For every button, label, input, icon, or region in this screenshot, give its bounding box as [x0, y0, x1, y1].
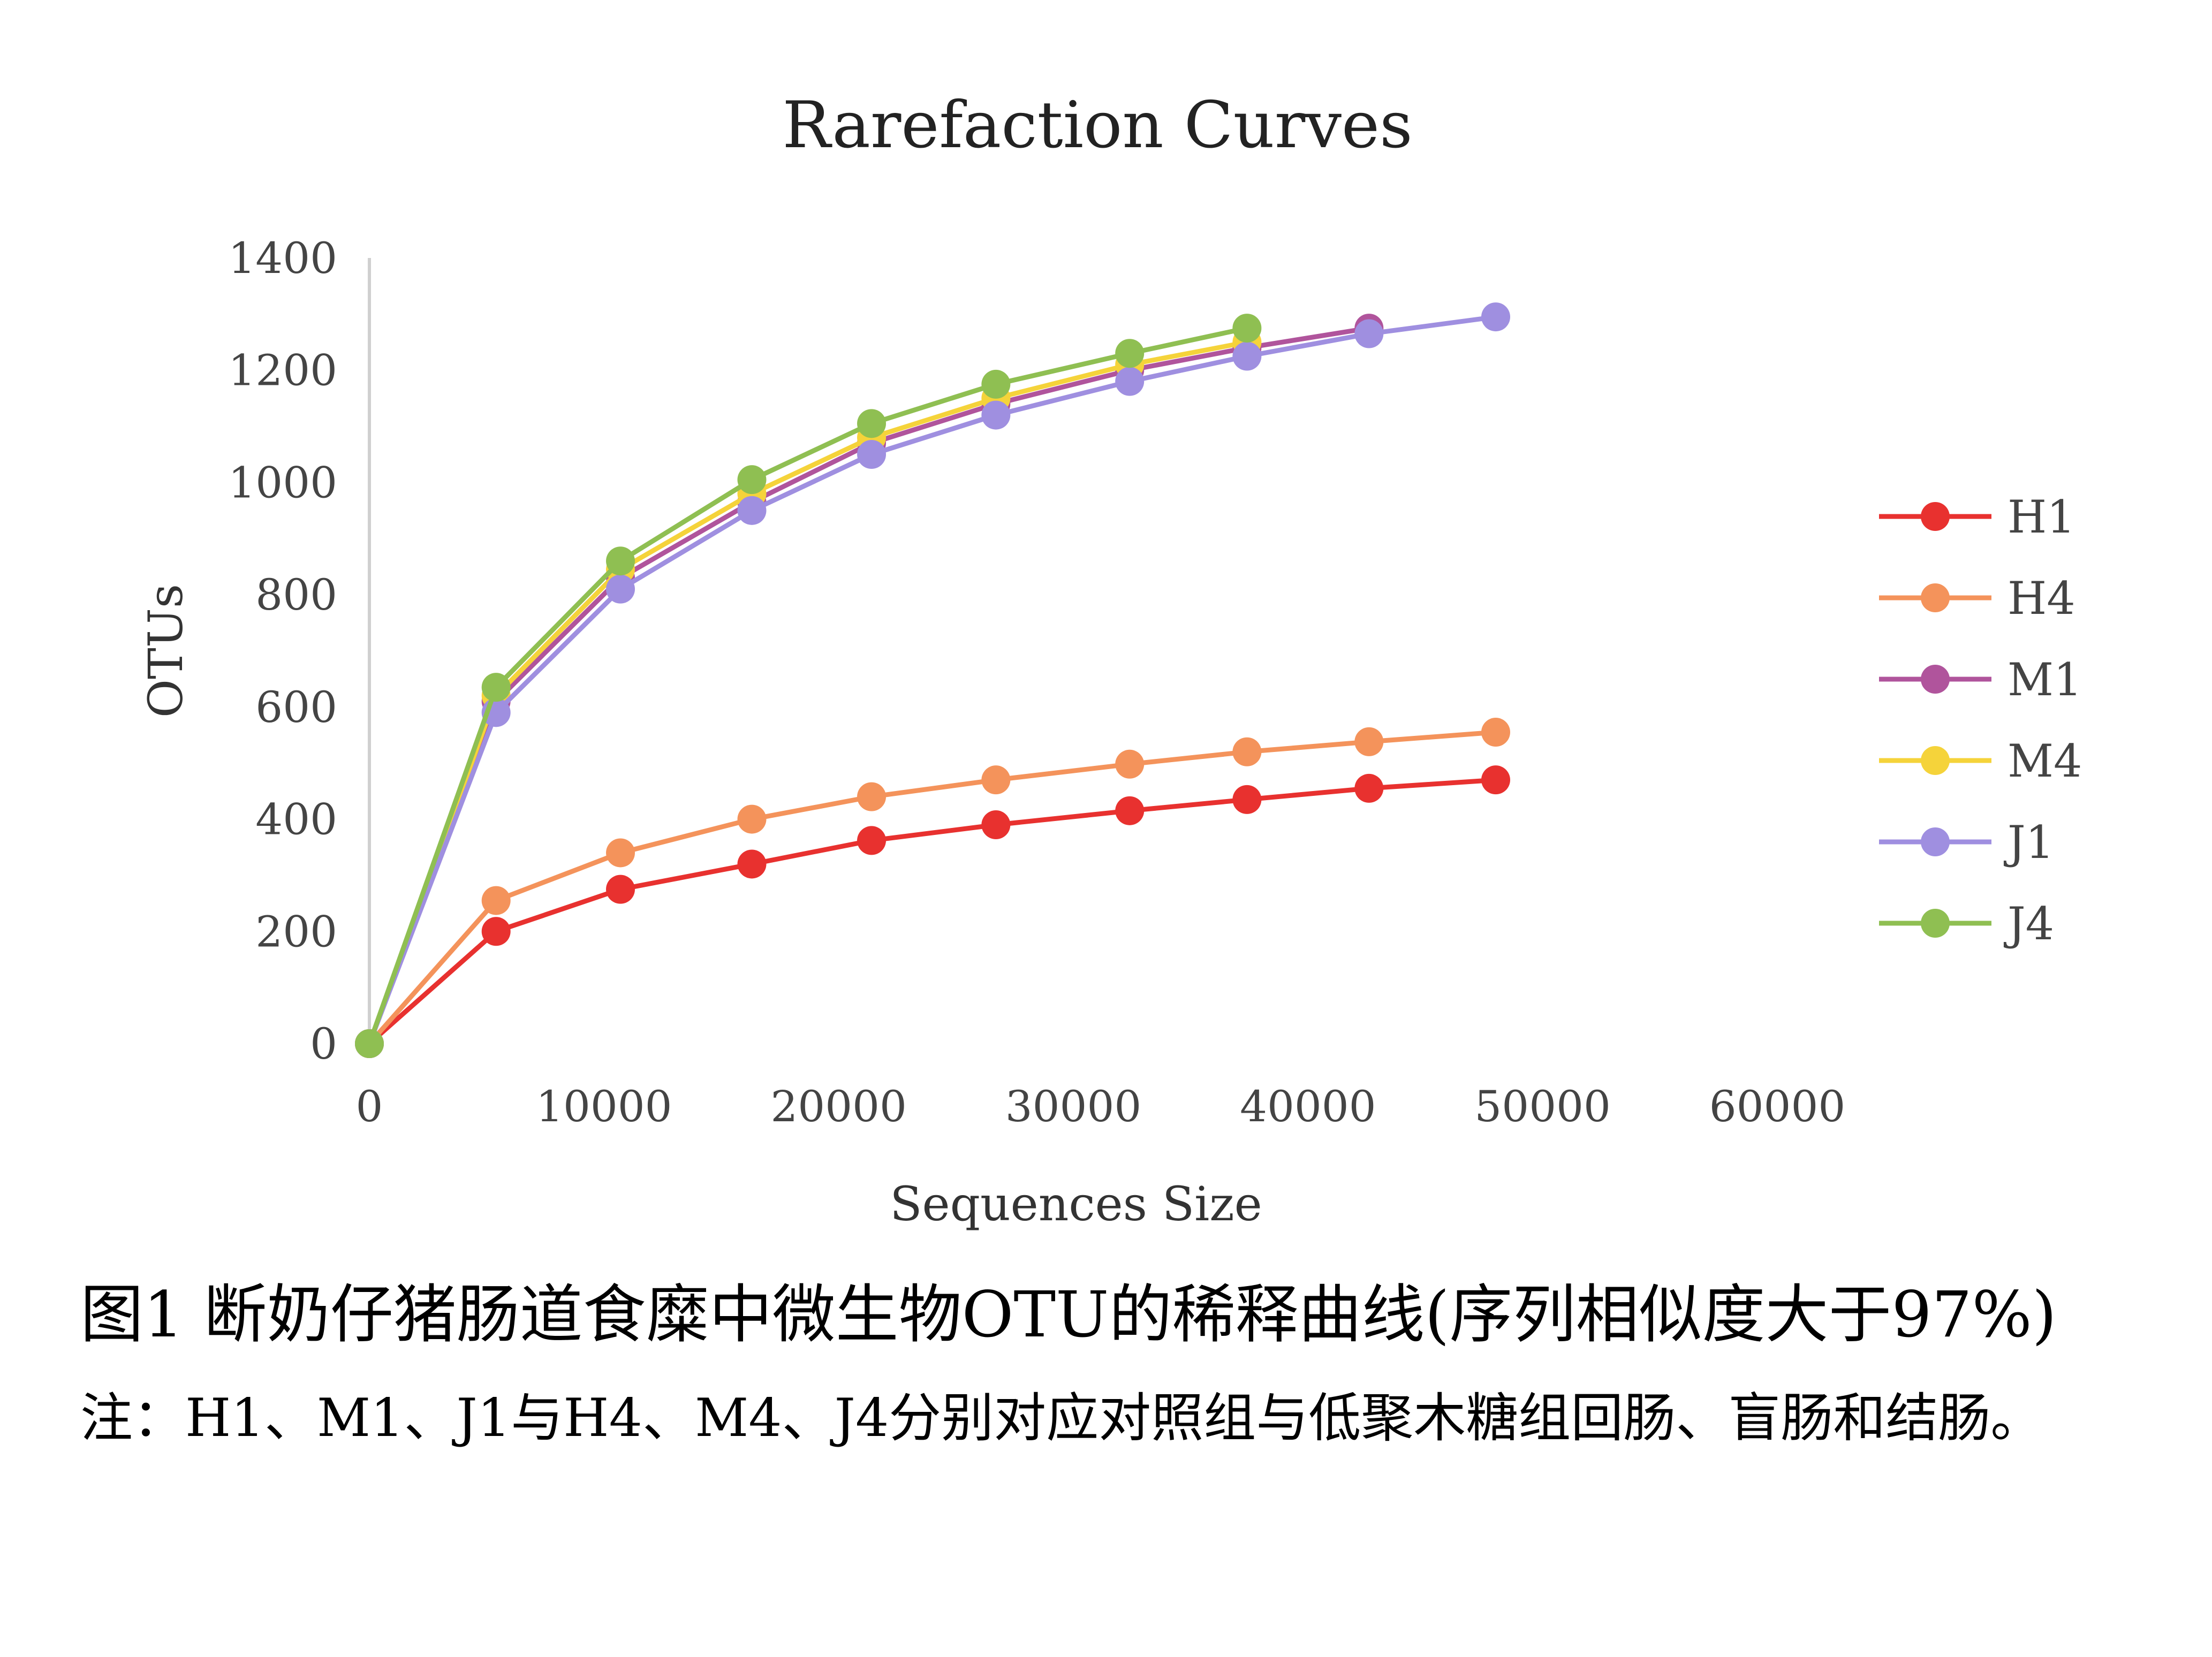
- data-point: [1232, 314, 1262, 343]
- series-group: [355, 302, 1510, 1058]
- y-tick-label: 0: [310, 1019, 337, 1069]
- legend-marker: [1921, 665, 1950, 694]
- legend-label: J4: [2003, 898, 2054, 950]
- data-point: [981, 369, 1011, 399]
- legend-label: H4: [2008, 572, 2075, 625]
- data-point: [606, 546, 635, 576]
- data-point: [737, 849, 767, 879]
- data-point: [981, 765, 1011, 795]
- data-point: [606, 574, 635, 604]
- x-tick-label: 50000: [1474, 1082, 1611, 1131]
- data-point: [737, 465, 767, 495]
- legend-item-h1: H1: [1879, 491, 2075, 543]
- y-tick-label: 800: [255, 570, 337, 620]
- data-point: [481, 917, 511, 946]
- legend-item-j1: J1: [1879, 816, 2054, 869]
- data-point: [737, 804, 767, 834]
- legend-marker: [1921, 502, 1950, 531]
- legend-label: M1: [2008, 653, 2082, 706]
- y-axis-ticks: 0 200 400 600 800 1000 1200 1400: [228, 233, 337, 1069]
- y-tick-label: 200: [255, 907, 337, 956]
- series-h1: [355, 765, 1510, 1058]
- x-tick-label: 0: [356, 1082, 383, 1131]
- data-point: [1232, 737, 1262, 766]
- x-tick-label: 40000: [1240, 1082, 1376, 1131]
- legend-item-j4: J4: [1879, 898, 2054, 950]
- data-point: [1115, 796, 1145, 825]
- figure-caption: 图1 断奶仔猪肠道食糜中微生物OTU的稀释曲线(序列相似度大于97%): [80, 1278, 2057, 1351]
- data-point: [1481, 765, 1510, 795]
- y-tick-label: 400: [255, 795, 337, 845]
- x-axis-label: Sequences Size: [890, 1176, 1262, 1232]
- series-j4: [355, 314, 1262, 1058]
- data-point: [737, 496, 767, 525]
- data-point: [1354, 319, 1384, 348]
- legend-label: M4: [2008, 735, 2082, 787]
- data-point: [1354, 727, 1384, 756]
- data-point: [1232, 785, 1262, 814]
- data-point: [1481, 718, 1510, 747]
- legend: H1 H4 M1 M4 J1 J4: [1879, 491, 2082, 950]
- legend-marker: [1921, 827, 1950, 856]
- legend-item-m1: M1: [1879, 653, 2082, 706]
- series-line-h4: [367, 729, 1496, 1045]
- data-point: [857, 782, 887, 811]
- data-point: [981, 810, 1011, 840]
- legend-label: H1: [2008, 491, 2075, 543]
- y-tick-label: 1000: [228, 458, 337, 507]
- chart-title: Rarefaction Curves: [782, 88, 1412, 163]
- data-point: [857, 440, 887, 469]
- y-tick-label: 600: [255, 682, 337, 732]
- x-tick-label: 60000: [1709, 1082, 1846, 1131]
- legend-item-m4: M4: [1879, 735, 2082, 787]
- series-line-h1: [368, 777, 1496, 1046]
- y-axis-label: OTUs: [138, 584, 193, 718]
- data-point: [1481, 302, 1510, 332]
- data-point: [857, 826, 887, 855]
- series-h4: [355, 718, 1510, 1058]
- data-point: [481, 673, 511, 702]
- data-point: [1115, 749, 1145, 779]
- series-line-j1: [367, 314, 1496, 1045]
- series-line-j4: [367, 325, 1248, 1045]
- x-axis-ticks: 0 10000 20000 30000 40000 50000 60000: [356, 1082, 1846, 1131]
- data-point: [355, 1029, 384, 1058]
- legend-marker: [1921, 583, 1950, 612]
- series-line-m4: [367, 339, 1248, 1045]
- data-point: [606, 875, 635, 904]
- y-tick-label: 1400: [228, 233, 337, 283]
- x-tick-label: 30000: [1005, 1082, 1142, 1131]
- data-point: [981, 400, 1011, 430]
- y-tick-label: 1200: [228, 346, 337, 396]
- figure-note: 注：H1、M1、J1与H4、M4、J4分别对应对照组与低聚木糖组回肠、盲肠和结肠…: [80, 1388, 2043, 1449]
- data-point: [1115, 367, 1145, 396]
- data-point: [481, 886, 511, 915]
- data-point: [1354, 773, 1384, 803]
- data-point: [857, 409, 887, 438]
- legend-item-h4: H4: [1879, 572, 2075, 625]
- legend-marker: [1921, 746, 1950, 775]
- x-tick-label: 20000: [770, 1082, 907, 1131]
- legend-label: J1: [2003, 816, 2054, 869]
- x-tick-label: 10000: [536, 1082, 672, 1131]
- data-point: [1232, 341, 1262, 371]
- legend-marker: [1921, 909, 1950, 938]
- data-point: [1115, 339, 1145, 368]
- data-point: [606, 838, 635, 868]
